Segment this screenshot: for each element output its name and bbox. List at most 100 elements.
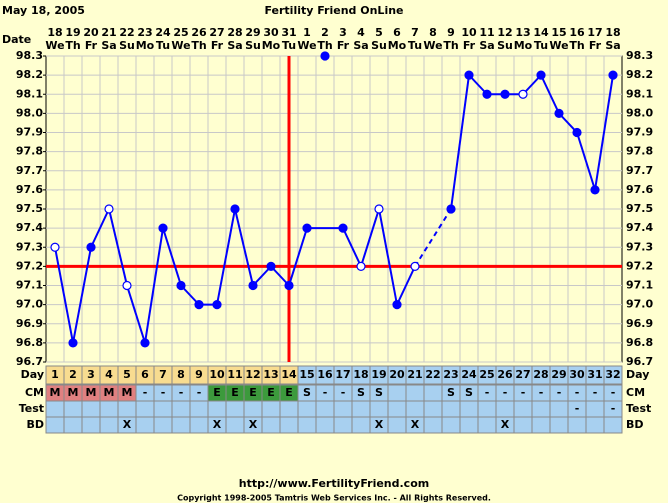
day-number: 13 bbox=[263, 368, 278, 381]
y-tick-label: 98.2 bbox=[16, 68, 43, 81]
day-number: 1 bbox=[51, 368, 59, 381]
date-label: 18 bbox=[47, 26, 62, 39]
temp-segment bbox=[144, 227, 164, 344]
y-tick-label-right: 97.3 bbox=[626, 240, 653, 253]
temp-point bbox=[50, 242, 60, 252]
temp-point bbox=[176, 280, 186, 291]
test-cell bbox=[207, 400, 227, 418]
weekday-label: Sa bbox=[101, 39, 116, 52]
date-label: 15 bbox=[551, 26, 566, 39]
y-tick-label: 97.3 bbox=[16, 240, 43, 253]
temp-segment bbox=[594, 74, 614, 191]
test-cell bbox=[549, 400, 569, 418]
bd-cell bbox=[297, 416, 317, 434]
bd-entry: X bbox=[411, 418, 420, 431]
y-tick-label-right: 97.9 bbox=[626, 126, 653, 139]
date-label: 24 bbox=[155, 26, 171, 39]
temp-segment bbox=[540, 74, 560, 114]
temp-point bbox=[158, 223, 168, 233]
day-number: 18 bbox=[353, 368, 368, 381]
day-number: 28 bbox=[533, 368, 548, 381]
test-cell bbox=[315, 400, 335, 418]
weekday-label: Tu bbox=[156, 39, 170, 52]
test-cell bbox=[405, 400, 425, 418]
bd-cell bbox=[261, 416, 281, 434]
temp-point bbox=[140, 338, 150, 348]
y-tick-label-right: 96.9 bbox=[626, 317, 653, 330]
cm-entry: - bbox=[143, 386, 148, 399]
y-tick-label: 97.8 bbox=[16, 145, 43, 158]
cm-entry: M bbox=[50, 386, 61, 399]
cm-entry: S bbox=[303, 386, 311, 399]
day-number: 20 bbox=[389, 368, 405, 381]
y-tick-label-right: 98.3 bbox=[626, 49, 653, 62]
y-tick-label: 98.0 bbox=[16, 106, 43, 119]
date-label: 31 bbox=[281, 26, 296, 39]
cm-entry: - bbox=[197, 386, 202, 399]
bd-cell bbox=[63, 416, 83, 434]
date-label: Date bbox=[2, 33, 31, 46]
bd-cell bbox=[333, 416, 353, 434]
temp-point bbox=[194, 300, 204, 310]
day-number: 16 bbox=[317, 368, 333, 381]
weekday-label: We bbox=[45, 39, 64, 52]
temp-segment bbox=[288, 227, 308, 286]
weekday-label: Th bbox=[569, 39, 584, 52]
y-tick-label-right: 97.1 bbox=[626, 279, 653, 292]
bd-cell bbox=[585, 416, 605, 434]
cm-entry: - bbox=[575, 386, 580, 399]
date-label: 9 bbox=[447, 26, 455, 39]
cm-entry: - bbox=[593, 386, 598, 399]
cm-entry: - bbox=[521, 386, 526, 399]
temp-point bbox=[212, 300, 222, 310]
chart-title: Fertility Friend OnLine bbox=[264, 4, 403, 17]
day-number: 26 bbox=[497, 368, 513, 381]
temp-segment bbox=[450, 74, 470, 210]
bd-entry: X bbox=[213, 418, 222, 431]
temp-point bbox=[266, 261, 276, 271]
cm-entry: - bbox=[161, 386, 166, 399]
y-tick-label: 96.9 bbox=[16, 317, 43, 330]
temp-point bbox=[284, 280, 294, 291]
date-label: 16 bbox=[569, 26, 585, 39]
date-label: 10 bbox=[461, 26, 477, 39]
test-cell bbox=[45, 400, 65, 418]
day-number: 25 bbox=[479, 368, 494, 381]
temp-segment bbox=[162, 227, 182, 286]
bd-cell bbox=[81, 416, 101, 434]
test-cell bbox=[99, 400, 119, 418]
weekday-label: Mo bbox=[136, 39, 155, 52]
copyright: Copyright 1998-2005 Tamtris Web Services… bbox=[177, 494, 491, 503]
day-number: 7 bbox=[159, 368, 167, 381]
date-label: 6 bbox=[393, 26, 401, 39]
temp-point bbox=[608, 70, 618, 80]
date-label: 25 bbox=[173, 26, 188, 39]
cm-cell bbox=[405, 384, 425, 402]
weekday-label: Su bbox=[119, 39, 135, 52]
day-number: 12 bbox=[245, 368, 260, 381]
bd-cell bbox=[477, 416, 497, 434]
test-cell bbox=[279, 400, 299, 418]
day-number: 6 bbox=[141, 368, 149, 381]
temp-segment bbox=[72, 247, 92, 344]
temp-segment bbox=[360, 208, 380, 267]
y-tick-label-right: 98.1 bbox=[626, 87, 653, 100]
bd-cell bbox=[189, 416, 209, 434]
test-cell bbox=[135, 400, 155, 418]
y-tick-label: 97.4 bbox=[16, 221, 43, 234]
temp-point bbox=[572, 127, 582, 138]
bd-entry: X bbox=[501, 418, 510, 431]
weekday-label: Mo bbox=[262, 39, 281, 52]
url: http://www.FertilityFriend.com bbox=[239, 477, 429, 490]
test-cell bbox=[261, 400, 281, 418]
date-label: 3 bbox=[339, 26, 347, 39]
day-number: 22 bbox=[425, 368, 440, 381]
y-tick-label: 96.7 bbox=[16, 355, 43, 368]
day-number: 9 bbox=[195, 368, 203, 381]
weekday-label: Th bbox=[317, 39, 332, 52]
bd-cell bbox=[459, 416, 479, 434]
date-label: 11 bbox=[479, 26, 494, 39]
cm-entry: M bbox=[68, 386, 79, 399]
day-number: 30 bbox=[569, 368, 585, 381]
weekday-label: We bbox=[549, 39, 568, 52]
